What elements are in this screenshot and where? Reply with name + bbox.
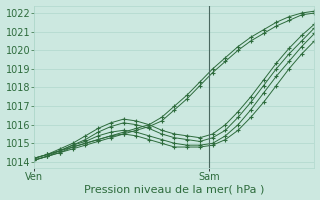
X-axis label: Pression niveau de la mer( hPa ): Pression niveau de la mer( hPa ) bbox=[84, 184, 265, 194]
